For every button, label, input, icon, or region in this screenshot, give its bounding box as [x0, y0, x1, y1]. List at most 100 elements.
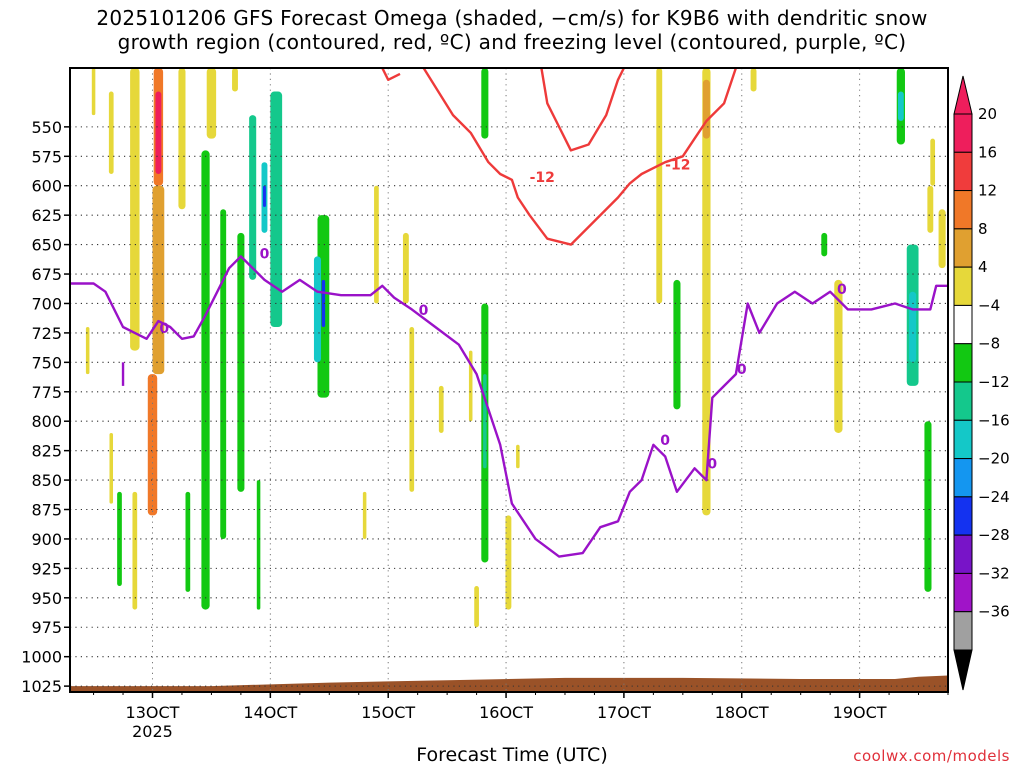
colorbar-swatch [953, 534, 973, 574]
y-tick-label: 675 [31, 265, 62, 284]
omega-cell [474, 586, 479, 628]
ground-surface [70, 675, 948, 692]
omega-cell [237, 232, 245, 492]
chart-title: 2025101206 GFS Forecast Omega (shaded, −… [0, 6, 1024, 54]
colorbar-label: −24 [978, 488, 1010, 506]
y-tick-label: 575 [31, 147, 62, 166]
x-tick-sublabel: 2025 [132, 722, 173, 741]
y-axis: 550 575 600 625 650 675 700 725 750 775 800 825 850 8… [21, 118, 70, 696]
omega-cell [313, 256, 322, 363]
x-tick-label: 13OCT [126, 703, 180, 722]
omega-cell [232, 68, 238, 92]
omega-cell [924, 421, 932, 592]
omega-cell [109, 432, 114, 504]
colorbar-top-arrow [953, 75, 973, 115]
y-tick-label: 625 [31, 206, 62, 225]
y-tick-label: 1000 [21, 648, 62, 667]
colorbar-label: −4 [978, 296, 1000, 314]
omega-cell [468, 350, 473, 422]
grid-layer [70, 68, 948, 692]
omega-cell [178, 68, 186, 210]
omega-cell [909, 291, 917, 363]
freezing-level-line [70, 255, 948, 558]
omega-cell [750, 68, 757, 92]
omega-cell [481, 68, 489, 139]
colorbar-swatch [953, 381, 973, 421]
omega-cell [130, 68, 140, 351]
dgz-contour-label: -12 [665, 157, 690, 173]
y-tick-label: 775 [31, 383, 62, 402]
y-tick-label: 650 [31, 236, 62, 255]
omega-cell [201, 150, 210, 610]
x-tick-label: 17OCT [597, 703, 651, 722]
freezing-level-label: 0 [737, 362, 747, 378]
omega-cell [152, 185, 165, 375]
colorbar-label: 16 [978, 143, 997, 161]
colorbar-swatch [953, 572, 973, 613]
dgz-contour-line [381, 67, 401, 81]
omega-cell [220, 209, 227, 539]
credit-link[interactable]: coolwx.com/models [853, 747, 1010, 765]
colorbar-bottom-arrow [953, 649, 973, 691]
omega-cell [702, 68, 711, 516]
colorbar-swatch [953, 113, 973, 153]
freezing-level-label: 0 [707, 456, 717, 472]
omega-cell [505, 515, 512, 610]
dgz-contour-line [540, 67, 625, 152]
contour-layer: -12 -12 0 0 0 0 0 0 0 [70, 67, 948, 558]
freezing-level-label: 0 [660, 433, 670, 449]
omega-cell [249, 115, 257, 280]
omega-cell [270, 91, 283, 328]
colorbar-swatch [953, 458, 973, 498]
omega-cell [185, 491, 191, 592]
x-tick-label: 18OCT [715, 703, 769, 722]
omega-cell [91, 68, 96, 116]
colorbar-swatch [953, 611, 973, 651]
y-tick-label: 700 [31, 294, 62, 313]
y-tick-label: 850 [31, 471, 62, 490]
ground-layer [70, 675, 948, 692]
y-tick-label: 1025 [21, 677, 62, 696]
y-tick-label: 925 [31, 559, 62, 578]
omega-cell [108, 91, 114, 174]
y-tick-label: 875 [31, 501, 62, 520]
y-tick-label: 950 [31, 589, 62, 608]
colorbar-label: −8 [978, 335, 1000, 353]
x-tick-label: 16OCT [479, 703, 533, 722]
dgz-contour-label: -12 [530, 170, 555, 186]
colorbar-label: −36 [978, 603, 1010, 621]
colorbar-label: 8 [978, 220, 988, 238]
dgz-contour-line [422, 67, 738, 246]
y-tick-label: 975 [31, 618, 62, 637]
omega-cell [897, 91, 904, 121]
omega-cell [821, 232, 828, 257]
x-axis-label: Forecast Time (UTC) [416, 744, 608, 766]
omega-cell [702, 79, 710, 139]
freezing-level-label: 0 [837, 282, 847, 298]
omega-cell [206, 68, 217, 139]
omega-cell [516, 444, 520, 469]
freezing-level-label: 0 [159, 321, 169, 337]
colorbar-label: −28 [978, 526, 1010, 544]
freezing-level-label: 0 [260, 247, 270, 263]
x-tick-label: 14OCT [243, 703, 297, 722]
colorbar-swatch [953, 228, 973, 268]
y-tick-label: 750 [31, 353, 62, 372]
omega-cell [930, 138, 936, 186]
omega-cell [362, 491, 367, 539]
y-tick-label: 600 [31, 177, 62, 196]
y-tick-label: 725 [31, 324, 62, 343]
omega-cell [132, 491, 138, 610]
omega-cell [938, 209, 946, 269]
plot-frame [69, 67, 949, 693]
colorbar-swatch [953, 190, 973, 230]
omega-cell [262, 185, 266, 207]
colorbar-swatch [953, 496, 973, 536]
omega-cell [834, 279, 843, 433]
colorbar-label: 20 [978, 105, 997, 123]
omega-cell [256, 480, 261, 610]
omega-cell [673, 279, 681, 410]
omega-cell [438, 385, 444, 433]
omega-cell [147, 374, 158, 516]
